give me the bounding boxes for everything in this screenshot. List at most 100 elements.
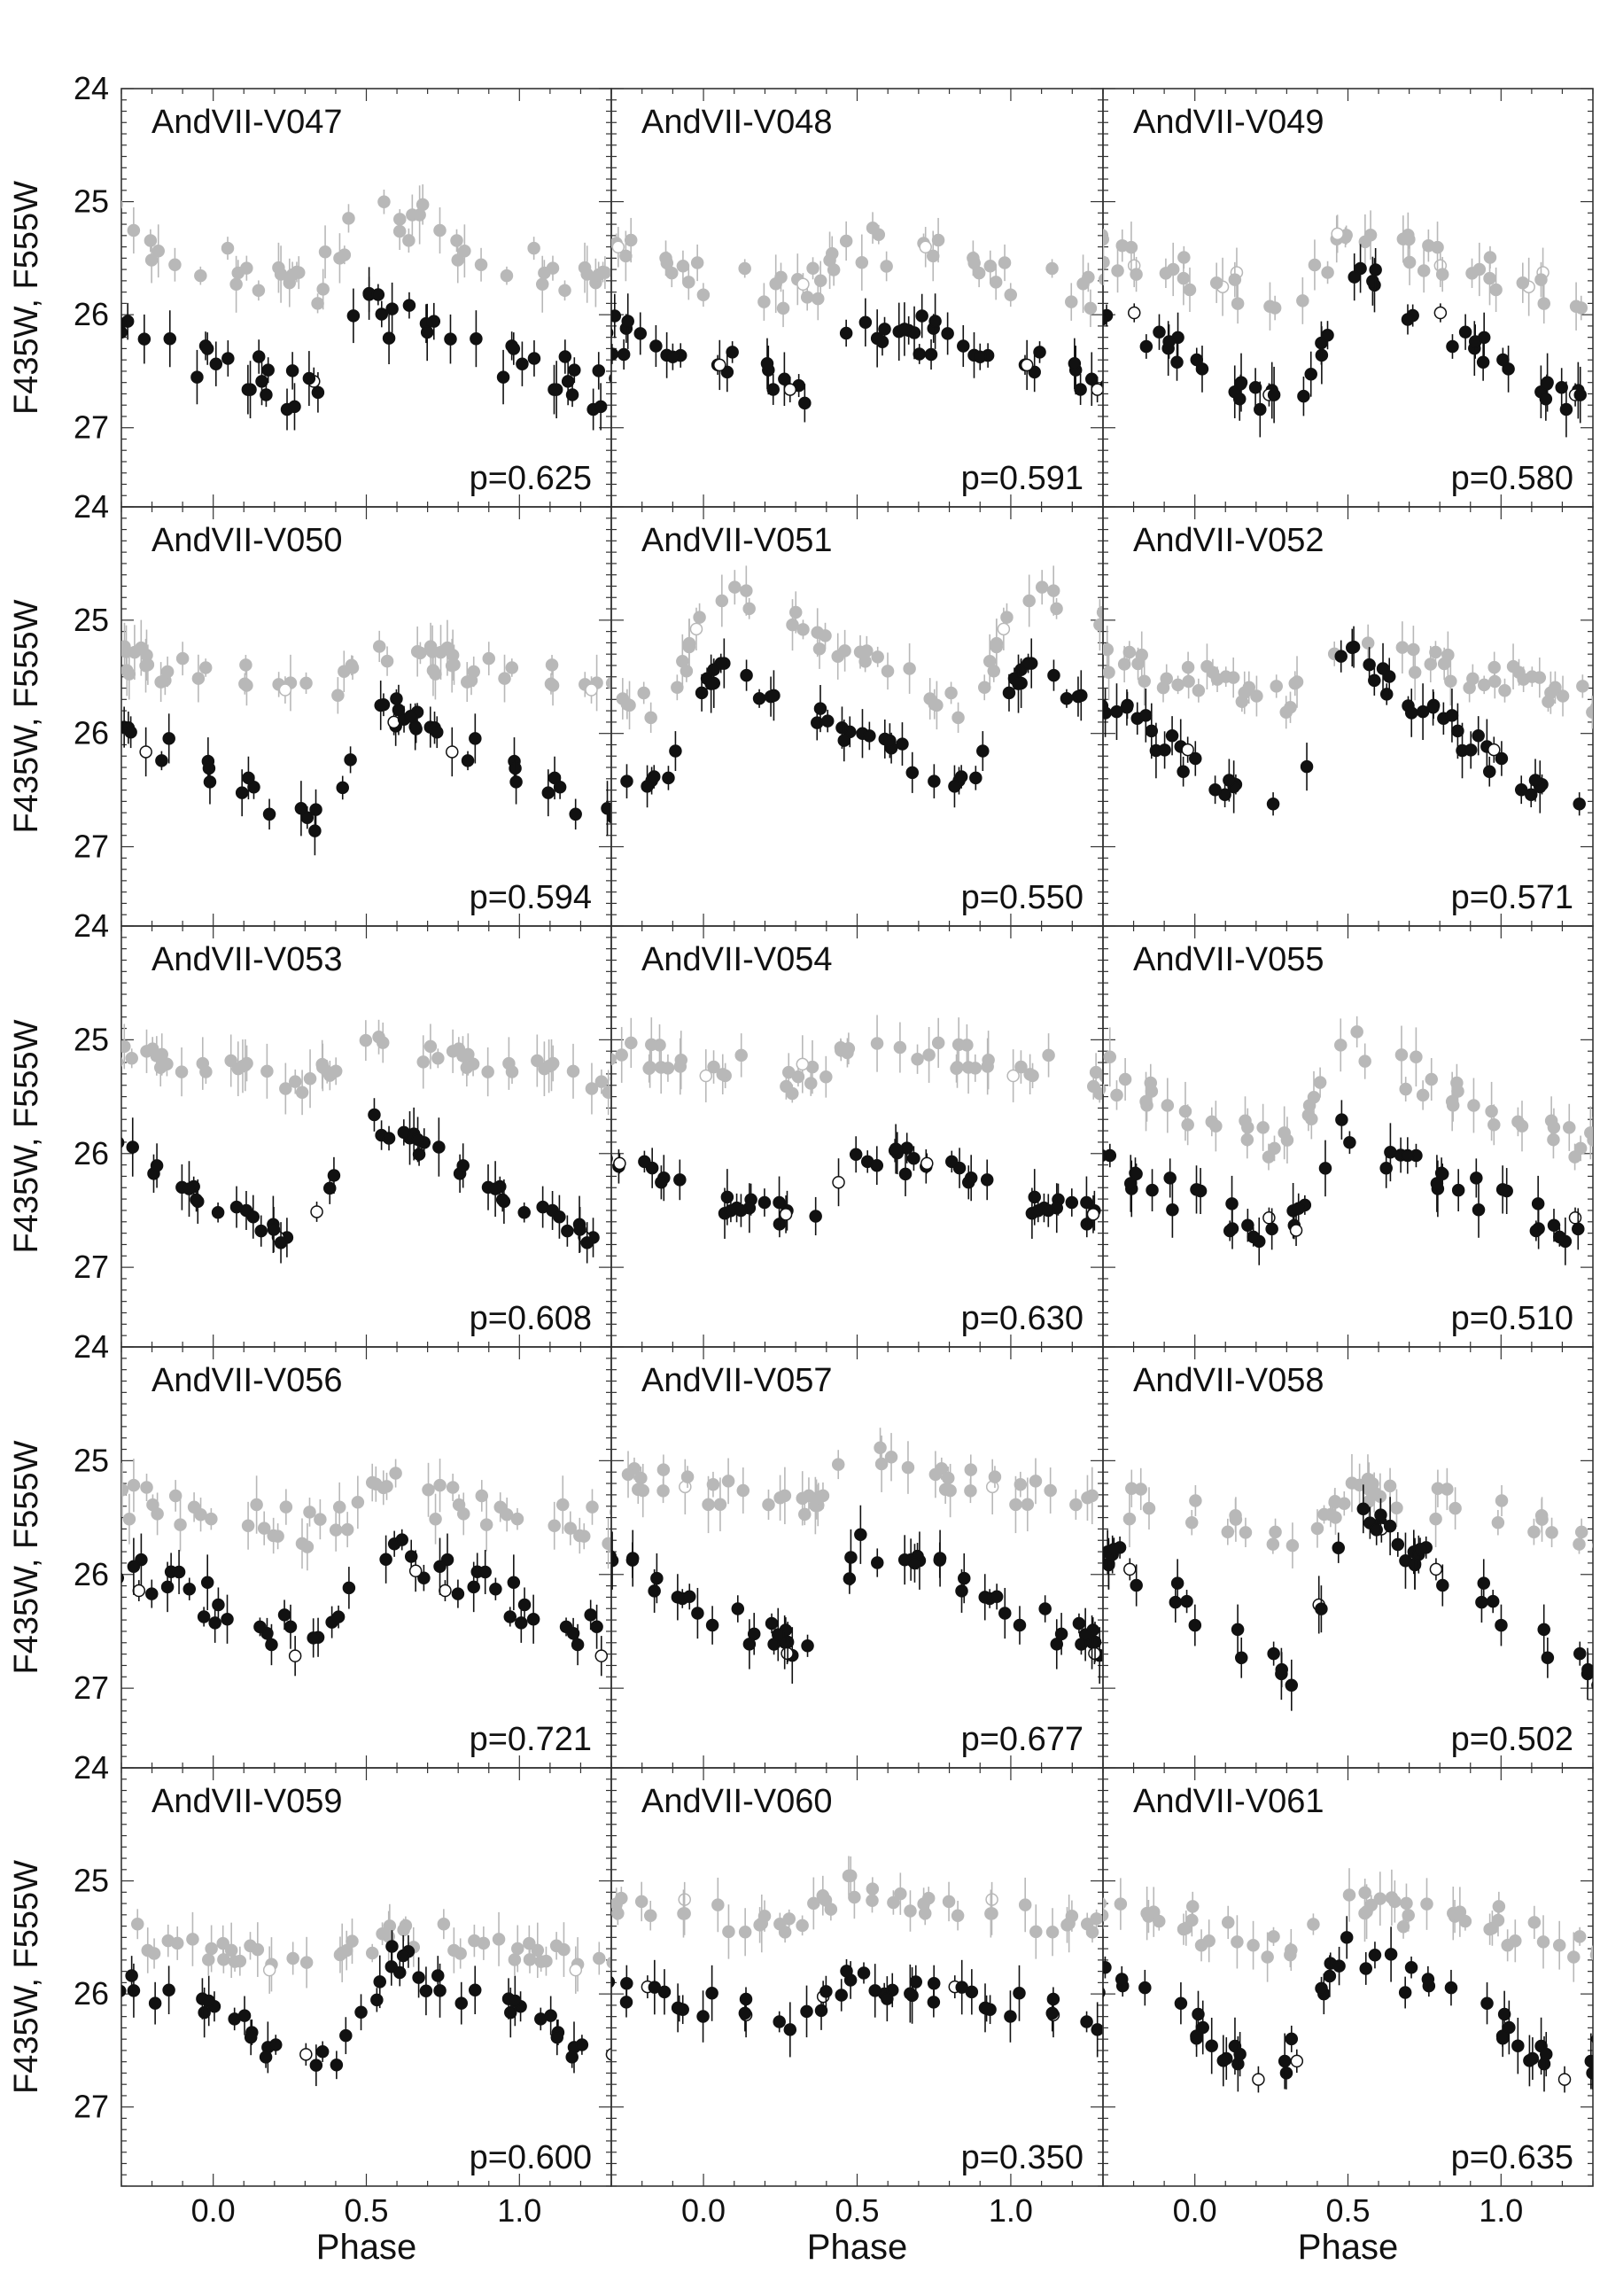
primary-band-point	[1180, 1594, 1193, 1608]
secondary-band-point	[527, 241, 540, 255]
secondary-band-point	[942, 1895, 956, 1909]
data-points	[1103, 1453, 1593, 1711]
panel-title: AndVII-V060	[641, 1783, 832, 1820]
primary-band-point	[1162, 335, 1176, 348]
primary-band-point	[955, 1584, 968, 1598]
secondary-band-point	[811, 626, 824, 640]
primary-band-point	[897, 323, 912, 336]
secondary-band-point	[1285, 1538, 1300, 1553]
secondary-band-point	[1103, 1909, 1109, 1922]
secondary-band-point	[135, 641, 148, 655]
secondary-band-point	[380, 654, 394, 668]
primary-band-point	[611, 1549, 617, 1563]
secondary-band-point	[656, 1484, 670, 1498]
secondary-band-point	[125, 1052, 138, 1065]
secondary-band-point	[345, 658, 359, 673]
secondary-band-point	[1178, 1104, 1192, 1118]
primary-band-point	[650, 1571, 664, 1585]
light-curve-panel: 24 25 26 27 F435W, F555W AndVII-V056 p=0.721	[8, 1328, 612, 1769]
primary-band-point	[1158, 743, 1171, 757]
secondary-band-point	[1269, 1525, 1282, 1539]
primary-band-point	[1340, 1931, 1354, 1944]
primary-band-point	[662, 771, 675, 785]
secondary-band-point	[671, 681, 684, 695]
secondary-band-point	[904, 1904, 917, 1918]
secondary-band-point	[680, 664, 694, 678]
primary-band-point	[1205, 2039, 1218, 2052]
secondary-band-point	[278, 683, 292, 697]
primary-band-point	[1404, 1960, 1418, 1974]
primary-band-point	[368, 1108, 381, 1122]
secondary-band-point	[881, 665, 895, 678]
primary-band-point	[905, 766, 920, 780]
light-curve-panel: 24 25 26 27 F435W, F555W 0.0 0.5 1.0 Phase AndVII…	[8, 1749, 612, 2267]
secondary-band-point	[1122, 1512, 1137, 1526]
primary-band-point	[310, 1205, 323, 1218]
primary-band-point	[594, 400, 608, 414]
secondary-band-point	[467, 665, 480, 679]
primary-band-point	[611, 1976, 616, 1989]
primary-band-point	[844, 1551, 858, 1564]
secondary-band-point	[578, 1529, 591, 1543]
secondary-band-point	[987, 664, 1001, 678]
secondary-band-point	[1050, 602, 1063, 616]
secondary-band-point	[446, 1481, 460, 1494]
primary-band-point	[1170, 1576, 1184, 1590]
primary-band-point	[1421, 1973, 1435, 1986]
secondary-band-point	[1358, 235, 1372, 249]
primary-band-point	[183, 1182, 196, 1195]
primary-band-point	[509, 1994, 522, 2008]
primary-band-point	[1254, 402, 1267, 416]
primary-band-point	[456, 1159, 470, 1172]
secondary-band-point	[437, 1918, 451, 1931]
primary-band-point	[1165, 728, 1179, 743]
secondary-band-point	[316, 283, 330, 296]
primary-band-point	[617, 347, 631, 362]
secondary-band-point	[621, 1467, 635, 1482]
secondary-band-point	[194, 269, 207, 283]
primary-band-point	[145, 1587, 159, 1600]
primary-band-point	[1495, 1183, 1510, 1196]
secondary-band-point	[721, 1475, 735, 1488]
primary-band-point	[346, 309, 361, 323]
secondary-band-point	[1574, 1525, 1588, 1539]
y-tick-label: 24	[74, 1328, 109, 1365]
secondary-band-point	[153, 1061, 167, 1074]
primary-band-point	[1013, 1618, 1027, 1632]
primary-band-point	[397, 1125, 411, 1140]
primary-band-point	[1475, 1595, 1488, 1609]
secondary-band-point	[984, 1907, 998, 1920]
secondary-band-point	[414, 646, 427, 660]
primary-band-point	[691, 1607, 704, 1620]
secondary-band-point	[1485, 1104, 1498, 1118]
primary-band-point	[1523, 2054, 1536, 2067]
secondary-band-point	[586, 1500, 599, 1514]
primary-band-point	[683, 1590, 696, 1604]
primary-band-point	[1370, 1523, 1383, 1537]
panel-title: AndVII-V052	[1133, 522, 1324, 559]
secondary-band-point	[1563, 1121, 1576, 1134]
primary-band-point	[927, 1996, 941, 2009]
primary-band-point	[261, 363, 275, 377]
primary-band-point	[881, 1992, 894, 2005]
primary-band-point	[849, 1148, 863, 1162]
primary-band-point	[550, 2030, 564, 2044]
primary-band-point	[1470, 1171, 1483, 1185]
primary-band-point	[1107, 1543, 1121, 1556]
primary-band-point	[1292, 1202, 1305, 1216]
primary-band-point	[752, 692, 766, 705]
panel-frame	[1102, 1767, 1594, 2187]
primary-band-point	[1216, 2054, 1231, 2067]
secondary-band-point	[251, 1942, 265, 1957]
secondary-band-point	[788, 605, 803, 619]
y-tick-label: 27	[74, 2089, 109, 2125]
secondary-band-point	[224, 1054, 237, 1068]
secondary-band-point	[656, 1463, 671, 1476]
primary-band-point	[330, 2059, 344, 2072]
secondary-band-point	[311, 297, 324, 310]
primary-band-point	[311, 385, 325, 400]
primary-band-point	[1091, 2023, 1103, 2036]
secondary-band-point	[1491, 1515, 1505, 1529]
secondary-band-point	[977, 681, 991, 695]
primary-band-point	[1196, 2020, 1209, 2035]
